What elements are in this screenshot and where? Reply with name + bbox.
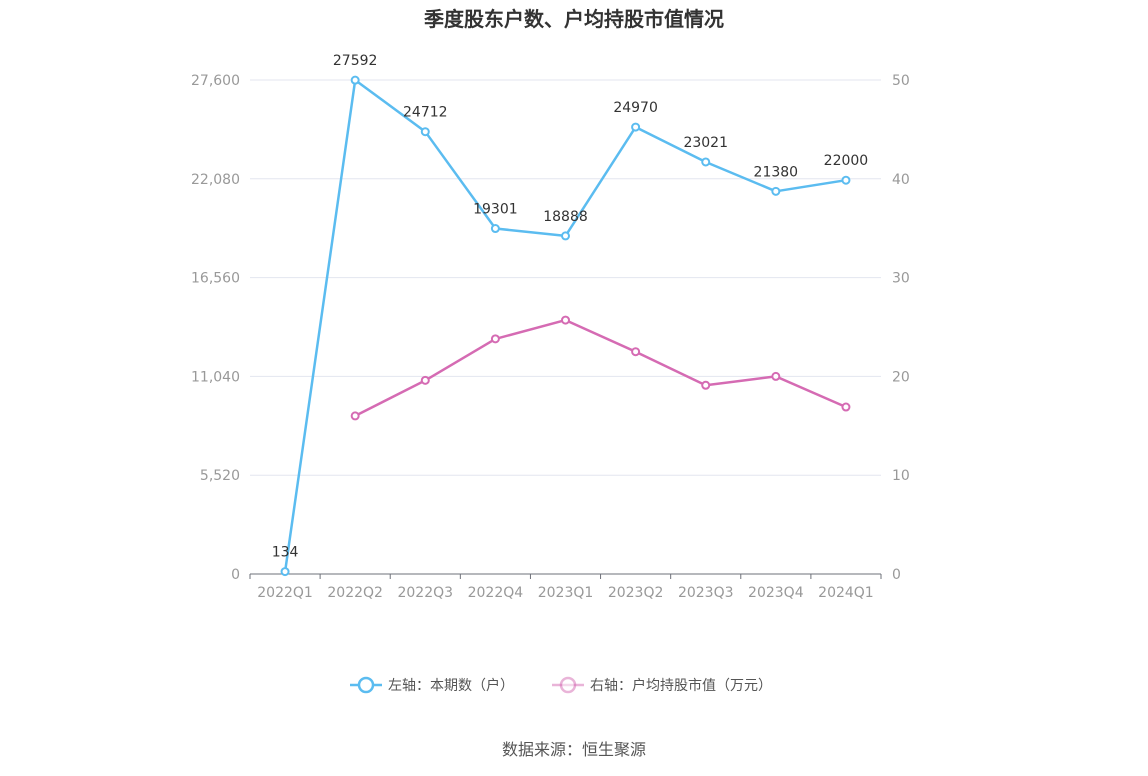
left-axis-tick-label: 5,520 <box>200 468 240 484</box>
data-label: 24970 <box>613 100 658 116</box>
x-axis-tick-label: 2022Q4 <box>468 585 524 601</box>
data-point <box>631 122 641 132</box>
right-axis-tick-label: 30 <box>892 271 910 287</box>
right-axis-tick-label: 0 <box>892 567 901 583</box>
legend-item[interactable]: 左轴：本期数（户） <box>350 676 514 694</box>
x-axis-tick-label: 2023Q1 <box>538 585 594 601</box>
data-label: 134 <box>272 545 299 561</box>
series-line <box>354 318 847 418</box>
x-axis-tick-label: 2023Q2 <box>608 585 664 601</box>
data-label: 22000 <box>824 153 869 169</box>
data-point <box>561 315 570 325</box>
data-label: 19301 <box>473 202 518 218</box>
data-label: 23021 <box>683 135 728 151</box>
x-axis-tick-label: 2022Q3 <box>397 585 453 601</box>
data-source-note: 数据来源：恒生聚源 <box>502 740 646 759</box>
right-axis-tick-label: 50 <box>892 73 910 89</box>
data-point <box>771 186 781 196</box>
data-point <box>280 567 290 577</box>
axes: 0 5,520 11,040 16,560 22,080 27,600 0 10 20 30 40 5… <box>191 73 910 601</box>
data-label: 18888 <box>543 209 588 225</box>
data-point <box>841 175 851 185</box>
data-point <box>490 334 500 344</box>
x-axis-tick-label: 2022Q2 <box>327 585 383 601</box>
data-point <box>771 371 781 381</box>
right-axis-tick-label: 10 <box>892 468 910 484</box>
data-point <box>841 402 851 412</box>
x-axis-tick-label: 2024Q1 <box>818 585 874 601</box>
grid-lines <box>250 79 881 476</box>
legend-item[interactable]: 右轴：户均持股市值（万元） <box>552 676 772 694</box>
legend-marker-icon <box>357 676 375 694</box>
data-point <box>350 411 360 421</box>
x-axis-tick-label: 2022Q1 <box>257 585 313 601</box>
left-axis-tick-label: 22,080 <box>191 172 240 188</box>
data-point <box>490 224 500 234</box>
data-point <box>701 157 711 167</box>
data-label: 24712 <box>403 105 448 121</box>
data-point <box>420 375 430 385</box>
series-line <box>283 78 847 572</box>
data-point <box>561 231 570 241</box>
x-axis-tick-label: 2023Q3 <box>678 585 734 601</box>
left-axis-tick-label: 27,600 <box>191 73 240 89</box>
right-axis-tick-label: 40 <box>892 172 910 188</box>
left-axis-tick-label: 16,560 <box>191 271 240 287</box>
x-axis-tick-label: 2023Q4 <box>748 585 804 601</box>
legend-marker-icon <box>559 676 577 694</box>
legend-label: 左轴：本期数（户） <box>388 677 514 694</box>
legend[interactable]: 左轴：本期数（户） 右轴：户均持股市值（万元） <box>350 676 772 694</box>
right-axis-tick-label: 20 <box>892 369 910 385</box>
data-point <box>350 75 360 85</box>
left-axis-tick-label: 0 <box>231 567 240 583</box>
chart-title: 季度股东户数、户均持股市值情况 <box>423 7 724 31</box>
data-labels: 134 27592 24712 19301 18888 24970 23021 21380 22… <box>272 53 869 560</box>
data-point <box>701 380 711 390</box>
data-label: 27592 <box>333 53 378 69</box>
data-point <box>420 127 430 137</box>
legend-label: 右轴：户均持股市值（万元） <box>590 677 772 694</box>
data-label: 21380 <box>754 164 799 180</box>
series-layer <box>280 75 851 577</box>
left-axis-tick-label: 11,040 <box>191 369 240 385</box>
data-point <box>631 347 641 357</box>
